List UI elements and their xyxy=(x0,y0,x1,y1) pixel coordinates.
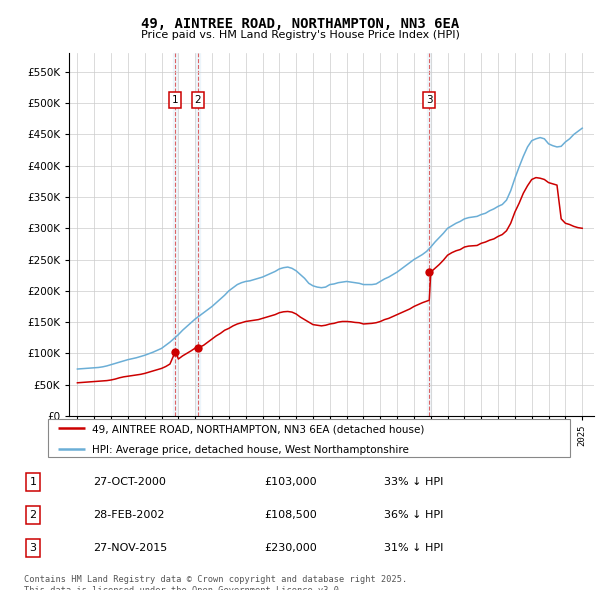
Text: 49, AINTREE ROAD, NORTHAMPTON, NN3 6EA: 49, AINTREE ROAD, NORTHAMPTON, NN3 6EA xyxy=(141,17,459,31)
Text: Price paid vs. HM Land Registry's House Price Index (HPI): Price paid vs. HM Land Registry's House … xyxy=(140,30,460,40)
Text: £230,000: £230,000 xyxy=(264,543,317,553)
Text: 1: 1 xyxy=(29,477,37,487)
Text: 2: 2 xyxy=(194,95,201,105)
Text: 36% ↓ HPI: 36% ↓ HPI xyxy=(384,510,443,520)
Bar xyxy=(427,53,431,416)
Text: 27-OCT-2000: 27-OCT-2000 xyxy=(93,477,166,487)
Text: 31% ↓ HPI: 31% ↓ HPI xyxy=(384,543,443,553)
Text: 2: 2 xyxy=(29,510,37,520)
Text: Contains HM Land Registry data © Crown copyright and database right 2025.
This d: Contains HM Land Registry data © Crown c… xyxy=(24,575,407,590)
FancyBboxPatch shape xyxy=(48,419,570,457)
Text: 27-NOV-2015: 27-NOV-2015 xyxy=(93,543,167,553)
Text: 3: 3 xyxy=(29,543,37,553)
Bar xyxy=(196,53,200,416)
Bar xyxy=(173,53,178,416)
Text: £103,000: £103,000 xyxy=(264,477,317,487)
Text: £108,500: £108,500 xyxy=(264,510,317,520)
Text: 33% ↓ HPI: 33% ↓ HPI xyxy=(384,477,443,487)
Text: 28-FEB-2002: 28-FEB-2002 xyxy=(93,510,164,520)
Text: HPI: Average price, detached house, West Northamptonshire: HPI: Average price, detached house, West… xyxy=(92,445,409,454)
Text: 49, AINTREE ROAD, NORTHAMPTON, NN3 6EA (detached house): 49, AINTREE ROAD, NORTHAMPTON, NN3 6EA (… xyxy=(92,424,425,434)
Text: 1: 1 xyxy=(172,95,179,105)
Text: 3: 3 xyxy=(426,95,433,105)
